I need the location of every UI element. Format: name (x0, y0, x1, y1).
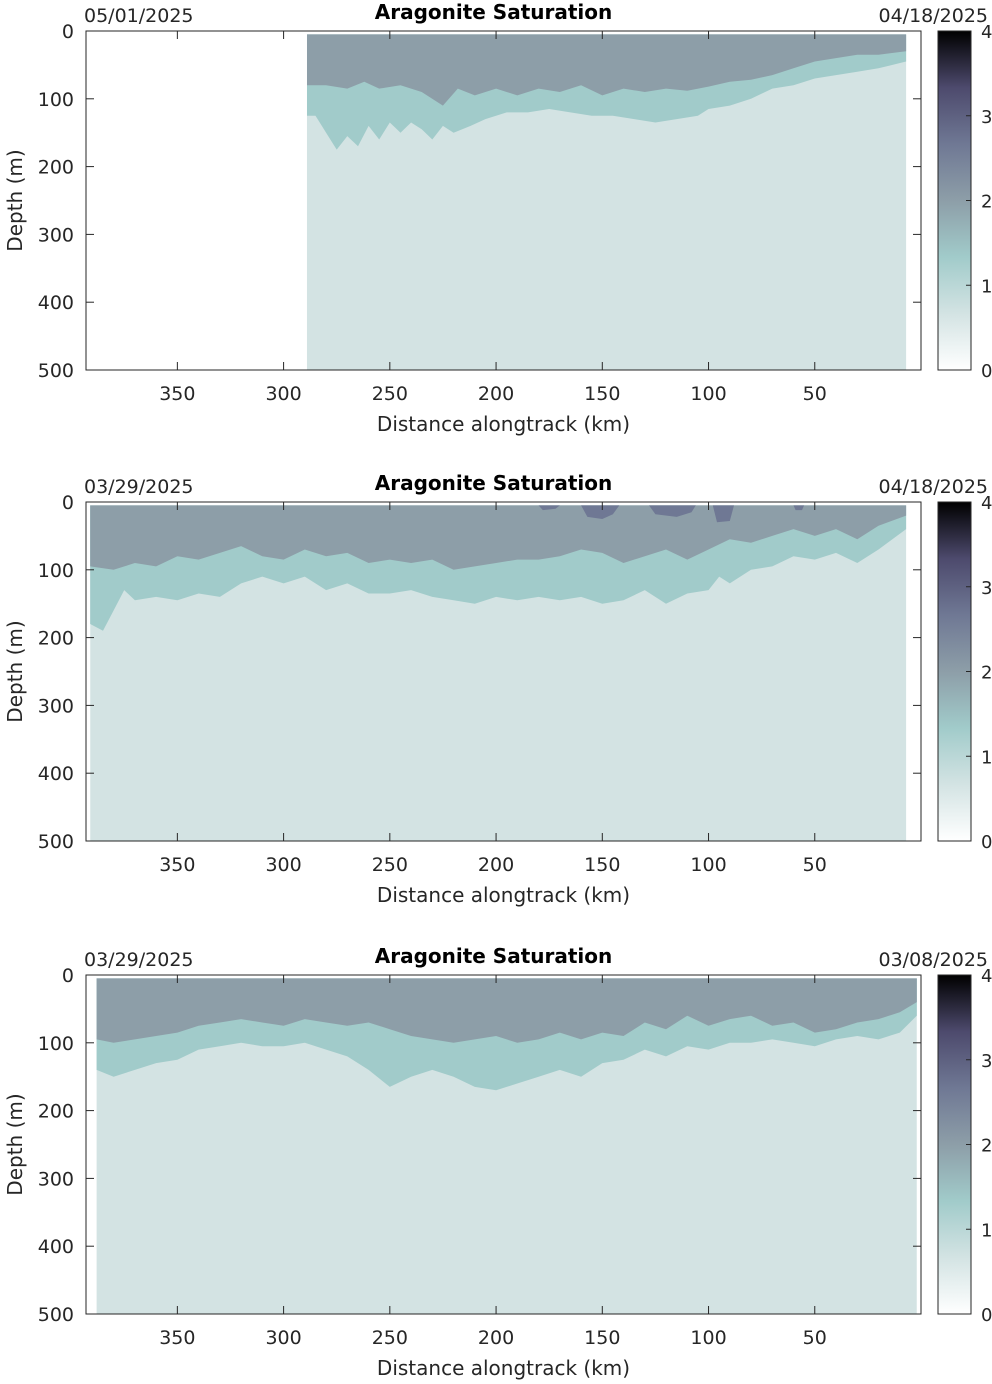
colorbar-tick-label: 3 (981, 107, 992, 128)
x-tick-label: 250 (372, 1327, 408, 1349)
level-patch-above-2 (581, 505, 620, 519)
colorbar-tick-label: 1 (981, 276, 992, 297)
x-axis-label: Distance alongtrack (km) (377, 883, 630, 907)
x-axis-label: Distance alongtrack (km) (377, 412, 630, 436)
y-tick-label: 400 (38, 292, 74, 314)
chart-title: Aragonite Saturation (375, 944, 613, 968)
chart-title: Aragonite Saturation (375, 0, 613, 24)
colorbar-tick-label: 3 (981, 1051, 992, 1072)
x-tick-label: 50 (803, 854, 827, 876)
axes-box (85, 974, 922, 1315)
x-tick-label: 100 (690, 383, 726, 405)
colorbar (937, 974, 972, 1315)
colorbar-tick-label: 4 (981, 22, 992, 43)
chart-panel-1: 350 300 250 200 150 100 500100200300400500Arag… (3, 0, 992, 436)
x-tick-label: 100 (690, 854, 726, 876)
y-axis-label: Depth (m) (3, 620, 27, 722)
colorbar-tick-label: 2 (981, 192, 992, 213)
x-tick-label: 150 (584, 854, 620, 876)
end-date-label: 03/08/2025 (878, 949, 988, 971)
y-tick-label: 100 (38, 560, 74, 582)
x-tick-label: 50 (803, 1327, 827, 1349)
colorbar-tick-label: 4 (981, 493, 992, 514)
axes-box (85, 501, 922, 842)
x-tick-label: 350 (159, 1327, 195, 1349)
y-tick-label: 100 (38, 1033, 74, 1055)
y-tick-label: 0 (62, 965, 74, 987)
x-tick-label: 200 (478, 854, 514, 876)
level-region-1-5-to-2 (96, 978, 917, 1043)
y-tick-label: 400 (38, 1236, 74, 1258)
axes-box (85, 30, 922, 371)
colorbar (937, 501, 972, 842)
x-axis-label: Distance alongtrack (km) (377, 1356, 630, 1380)
colorbar-tick-label: 1 (981, 747, 992, 768)
colorbar-tick-label: 0 (981, 832, 992, 853)
x-tick-label: 200 (478, 383, 514, 405)
x-tick-label: 300 (265, 854, 301, 876)
x-tick-label: 300 (265, 383, 301, 405)
y-tick-label: 0 (62, 21, 74, 43)
level-region-1-5-to-2 (90, 505, 907, 570)
y-tick-label: 200 (38, 1101, 74, 1123)
chart-title: Aragonite Saturation (375, 471, 613, 495)
chart-panel-3: 350 300 250 200 150 100 500100200300400500Arag… (3, 944, 992, 1380)
x-tick-label: 150 (584, 1327, 620, 1349)
y-tick-label: 300 (38, 224, 74, 246)
start-date-label: 03/29/2025 (84, 949, 194, 971)
colorbar-tick-label: 2 (981, 663, 992, 684)
colorbar-tick-label: 3 (981, 578, 992, 599)
start-date-label: 05/01/2025 (84, 5, 194, 27)
y-tick-label: 300 (38, 1168, 74, 1190)
y-axis-label: Depth (m) (3, 1093, 27, 1195)
y-tick-label: 300 (38, 695, 74, 717)
y-axis-label: Depth (m) (3, 149, 27, 251)
start-date-label: 03/29/2025 (84, 476, 194, 498)
level-patch-above-2 (649, 505, 696, 517)
colorbar-tick-label: 2 (981, 1136, 992, 1157)
chart-panel-2: 350 300 250 200 150 100 500100200300400500Arag… (3, 471, 992, 907)
level-patch-above-2 (793, 505, 805, 511)
end-date-label: 04/18/2025 (878, 5, 988, 27)
y-tick-label: 500 (38, 360, 74, 382)
colorbar-tick-label: 0 (981, 361, 992, 382)
colorbar-tick-label: 4 (981, 966, 992, 987)
y-tick-label: 0 (62, 492, 74, 514)
colorbar-tick-label: 1 (981, 1220, 992, 1241)
y-tick-label: 500 (38, 831, 74, 853)
x-tick-label: 100 (690, 1327, 726, 1349)
x-tick-label: 250 (372, 383, 408, 405)
x-tick-label: 350 (159, 383, 195, 405)
y-tick-label: 500 (38, 1304, 74, 1326)
y-tick-label: 200 (38, 628, 74, 650)
x-tick-label: 250 (372, 854, 408, 876)
level-region-1-5-to-2 (307, 34, 907, 106)
x-tick-label: 150 (584, 383, 620, 405)
level-patch-above-2 (538, 505, 560, 511)
x-tick-label: 200 (478, 1327, 514, 1349)
colorbar (937, 30, 972, 371)
y-tick-label: 200 (38, 157, 74, 179)
x-tick-label: 50 (803, 383, 827, 405)
y-tick-label: 100 (38, 89, 74, 111)
y-tick-label: 400 (38, 763, 74, 785)
x-tick-label: 300 (265, 1327, 301, 1349)
colorbar-tick-label: 0 (981, 1305, 992, 1326)
x-tick-label: 350 (159, 854, 195, 876)
end-date-label: 04/18/2025 (878, 476, 988, 498)
level-patch-above-2 (712, 505, 734, 523)
